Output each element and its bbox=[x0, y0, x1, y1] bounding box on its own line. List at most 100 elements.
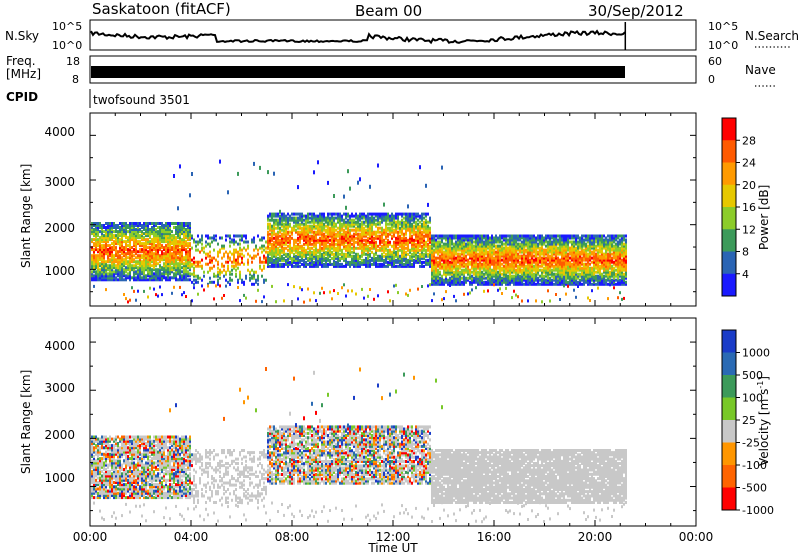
heatmap-cell bbox=[491, 258, 493, 262]
heatmap-cell bbox=[435, 240, 437, 244]
heatmap-cell bbox=[529, 246, 531, 250]
heatmap-cell bbox=[145, 222, 147, 225]
heatmap-cell bbox=[377, 254, 379, 258]
heatmap-cell bbox=[327, 180, 329, 185]
heatmap-cell bbox=[99, 262, 101, 266]
heatmap-cell bbox=[177, 246, 179, 250]
heatmap-cell bbox=[179, 268, 181, 272]
heatmap-cell bbox=[209, 244, 211, 248]
heatmap-cell bbox=[493, 274, 495, 278]
heatmap-cell bbox=[369, 240, 371, 244]
heatmap-cell bbox=[155, 262, 157, 266]
heatmap-cell bbox=[527, 252, 529, 256]
heatmap-cell bbox=[351, 260, 353, 264]
heatmap-cell bbox=[341, 250, 343, 254]
heatmap-cell bbox=[439, 246, 441, 250]
heatmap-cell bbox=[463, 260, 465, 264]
heatmap-cell bbox=[187, 260, 189, 264]
heatmap-cell bbox=[111, 250, 113, 254]
heatmap-cell bbox=[347, 222, 349, 226]
heatmap-cell bbox=[291, 264, 293, 268]
heatmap-cell bbox=[315, 238, 317, 242]
heatmap-cell bbox=[531, 274, 533, 278]
heatmap-cell bbox=[543, 254, 545, 258]
heatmap-cell bbox=[161, 272, 163, 276]
heatmap-cell bbox=[379, 262, 381, 266]
heatmap-cell bbox=[331, 220, 333, 224]
heatmap-cell bbox=[299, 250, 301, 254]
heatmap-cell bbox=[489, 246, 491, 250]
heatmap-cell bbox=[101, 236, 103, 240]
heatmap-cell bbox=[285, 246, 287, 250]
heatmap-cell bbox=[531, 280, 533, 284]
heatmap-cell bbox=[319, 238, 321, 242]
heatmap-cell bbox=[497, 248, 499, 252]
heatmap-cell bbox=[559, 250, 561, 254]
heatmap-cell bbox=[93, 276, 95, 280]
heatmap-cell bbox=[147, 222, 149, 225]
heatmap-cell bbox=[479, 244, 481, 248]
heatmap-cell bbox=[301, 258, 303, 262]
heatmap-cell bbox=[95, 266, 97, 270]
heatmap-cell bbox=[271, 262, 273, 266]
heatmap-cell bbox=[177, 232, 179, 236]
heatmap-cell bbox=[427, 232, 429, 236]
heatmap-cell bbox=[277, 260, 279, 264]
heatmap-cell bbox=[359, 234, 361, 238]
heatmap-cell bbox=[471, 250, 473, 254]
heatmap-cell bbox=[169, 246, 171, 250]
heatmap-cell bbox=[539, 264, 541, 268]
heatmap-cell bbox=[93, 254, 95, 258]
heatmap-cell bbox=[407, 228, 409, 232]
heatmap-cell bbox=[277, 230, 279, 234]
heatmap-cell bbox=[347, 212, 349, 216]
heatmap-cell bbox=[407, 222, 409, 226]
heatmap-cell bbox=[121, 264, 123, 268]
heatmap-cell bbox=[123, 226, 125, 229]
heatmap-cell bbox=[123, 274, 125, 278]
heatmap-cell bbox=[515, 254, 517, 258]
heatmap-cell bbox=[113, 262, 115, 266]
heatmap-cell bbox=[453, 234, 455, 238]
heatmap-cell bbox=[513, 256, 515, 260]
heatmap-cell bbox=[513, 244, 515, 248]
heatmap-cell bbox=[527, 280, 529, 284]
heatmap-cell bbox=[273, 246, 275, 250]
heatmap-cell bbox=[295, 256, 297, 260]
heatmap-cell bbox=[527, 256, 529, 260]
heatmap-cell bbox=[143, 238, 145, 242]
heatmap-cell bbox=[325, 262, 327, 266]
heatmap-cell bbox=[141, 226, 143, 229]
heatmap-cell bbox=[383, 250, 385, 254]
heatmap-cell bbox=[409, 218, 411, 222]
heatmap-cell bbox=[161, 254, 163, 258]
heatmap-cell bbox=[133, 274, 135, 278]
heatmap-cell bbox=[553, 274, 555, 278]
heatmap-cell bbox=[519, 270, 521, 274]
heatmap-cell bbox=[481, 266, 483, 270]
heatmap-cell bbox=[327, 212, 329, 216]
heatmap-cell bbox=[429, 232, 431, 236]
heatmap-cell bbox=[185, 236, 187, 240]
heatmap-cell bbox=[323, 218, 325, 222]
heatmap-cell bbox=[475, 268, 477, 272]
heatmap-cell bbox=[507, 278, 509, 282]
heatmap-cell bbox=[165, 278, 167, 282]
heatmap-cell bbox=[219, 284, 221, 288]
heatmap-cell bbox=[395, 224, 397, 228]
heatmap-cell bbox=[529, 242, 531, 246]
heatmap-cell bbox=[457, 248, 459, 252]
heatmap-cell bbox=[353, 262, 355, 266]
heatmap-cell bbox=[547, 282, 549, 286]
heatmap-cell bbox=[237, 278, 239, 282]
heatmap-cell bbox=[439, 234, 441, 238]
heatmap-cell bbox=[447, 264, 449, 268]
heatmap-cell bbox=[455, 280, 457, 284]
heatmap-cell bbox=[315, 256, 317, 260]
heatmap-cell bbox=[217, 274, 219, 278]
heatmap-cell bbox=[495, 280, 497, 284]
heatmap-cell bbox=[419, 214, 421, 218]
heatmap-cell bbox=[561, 246, 563, 250]
heatmap-cell bbox=[545, 252, 547, 256]
heatmap-cell bbox=[145, 240, 147, 244]
